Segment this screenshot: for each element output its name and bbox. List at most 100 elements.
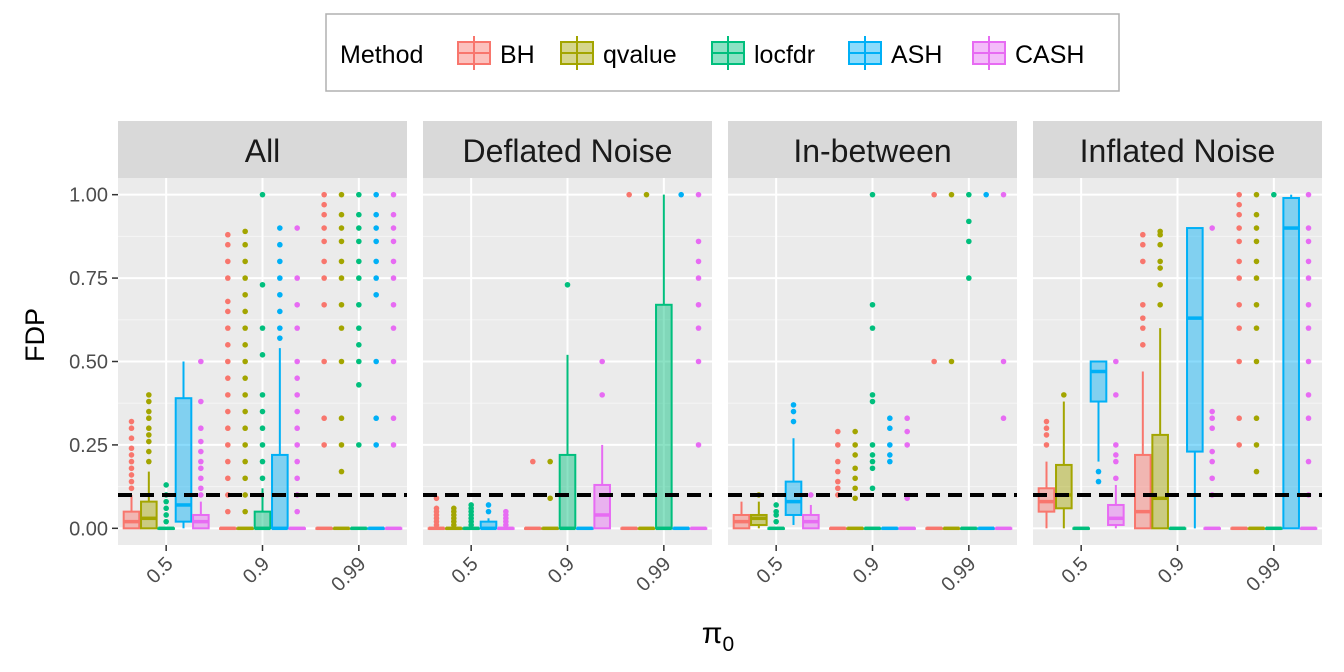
box-qvalue — [332, 191, 351, 531]
outlier-point — [356, 225, 362, 231]
outlier-point — [1209, 415, 1215, 422]
outlier-point — [294, 392, 300, 398]
legend-label-bh: BH — [500, 41, 535, 69]
outlier-point — [294, 325, 300, 331]
outlier-point — [695, 442, 702, 448]
outlier-point — [225, 298, 231, 305]
x-tick-label: 0.5 — [1057, 553, 1092, 588]
box-cash — [497, 508, 515, 531]
outlier-point — [695, 301, 702, 308]
outlier-point — [146, 408, 152, 415]
outlier-point — [198, 448, 204, 455]
y-tick-label: 1.00 — [69, 185, 108, 207]
outlier-point — [242, 308, 248, 315]
box-bh — [122, 418, 141, 530]
outlier-point — [225, 258, 231, 265]
outlier-point — [338, 258, 345, 265]
y-axis: FDP 0.00 0.25 0.50 0.75 1.00 — [20, 185, 118, 540]
box-body — [1151, 433, 1169, 530]
facet-title: All — [245, 133, 281, 169]
outlier-point — [1140, 241, 1146, 248]
outlier-point — [225, 241, 231, 248]
outlier-point — [887, 415, 893, 422]
outlier-point — [1305, 258, 1312, 265]
outlier-point — [503, 508, 509, 515]
legend-entry-qvalue: qvalue — [559, 36, 677, 70]
box-body — [1186, 227, 1204, 453]
outlier-point — [852, 442, 858, 448]
outlier-point — [242, 492, 248, 498]
outlier-point — [390, 442, 397, 448]
x-tick-label: 0.9 — [849, 553, 884, 588]
outlier-point — [869, 442, 876, 448]
outlier-point — [1113, 358, 1119, 365]
legend-entries: BH qvalue locfdr ASH CASH — [456, 36, 1084, 70]
outlier-point — [198, 398, 204, 405]
outlier-point — [1236, 225, 1242, 231]
outlier-point — [1253, 325, 1260, 331]
outlier-point — [259, 281, 266, 288]
box-locfdr — [1168, 526, 1187, 531]
outlier-point — [198, 492, 204, 498]
outlier-point — [852, 485, 858, 492]
outlier-point — [1140, 231, 1146, 238]
outlier-point — [808, 492, 814, 498]
outlier-point — [321, 201, 327, 208]
outlier-point — [1305, 358, 1312, 365]
outlier-point — [338, 211, 345, 218]
box-locfdr — [462, 502, 480, 531]
outlier-point — [198, 475, 204, 482]
outlier-point — [433, 505, 440, 512]
box-locfdr — [1265, 191, 1283, 531]
outlier-point — [259, 442, 266, 448]
outlier-point — [242, 275, 248, 281]
outlier-point — [338, 468, 345, 475]
legend-entry-locfdr: locfdr — [710, 36, 815, 70]
outlier-point — [1271, 191, 1277, 198]
box-ash — [672, 191, 690, 531]
legend-label-qvalue: qvalue — [603, 41, 677, 69]
box-qvalue — [1151, 228, 1169, 530]
outlier-point — [1305, 301, 1312, 308]
facet-title: Inflated Noise — [1080, 133, 1276, 169]
outlier-point — [695, 258, 702, 265]
outlier-point — [225, 425, 231, 432]
outlier-point — [259, 408, 266, 415]
outlier-point — [225, 325, 231, 331]
outlier-point — [338, 442, 345, 448]
box-cash — [1299, 191, 1318, 531]
outlier-point — [356, 238, 362, 245]
outlier-point — [128, 485, 135, 492]
outlier-point — [338, 191, 345, 198]
outlier-point — [146, 448, 152, 455]
box-qvalue — [846, 428, 864, 531]
legend-entry-cash: CASH — [971, 36, 1084, 70]
outlier-point — [146, 398, 152, 405]
outlier-point — [277, 335, 283, 341]
box-body — [271, 453, 289, 530]
outlier-point — [1305, 392, 1312, 398]
legend-label-ash: ASH — [891, 41, 942, 69]
outlier-point — [373, 191, 379, 198]
box-qvalue — [236, 228, 254, 531]
outlier-point — [259, 458, 266, 465]
outlier-point — [983, 191, 989, 198]
x-axis-label-subscript: 0 — [723, 633, 735, 656]
outlier-point — [931, 191, 937, 198]
outlier-point — [1305, 325, 1312, 331]
outlier-point — [790, 408, 797, 415]
outlier-point — [294, 375, 300, 381]
box-locfdr — [863, 191, 882, 531]
box-bh — [315, 191, 333, 531]
box-bh — [925, 191, 943, 531]
outlier-point — [1253, 225, 1260, 231]
outlier-point — [835, 458, 841, 465]
outlier-point — [1236, 275, 1242, 281]
panel-deflated-noise: Deflated Noise 0.5 0.9 0.99 — [423, 121, 712, 596]
outlier-point — [225, 475, 231, 482]
outlier-point — [356, 301, 362, 308]
box-qvalue — [637, 191, 656, 531]
outlier-point — [1157, 241, 1163, 248]
outlier-point — [294, 408, 300, 415]
y-tick-label: 0.50 — [69, 352, 108, 374]
